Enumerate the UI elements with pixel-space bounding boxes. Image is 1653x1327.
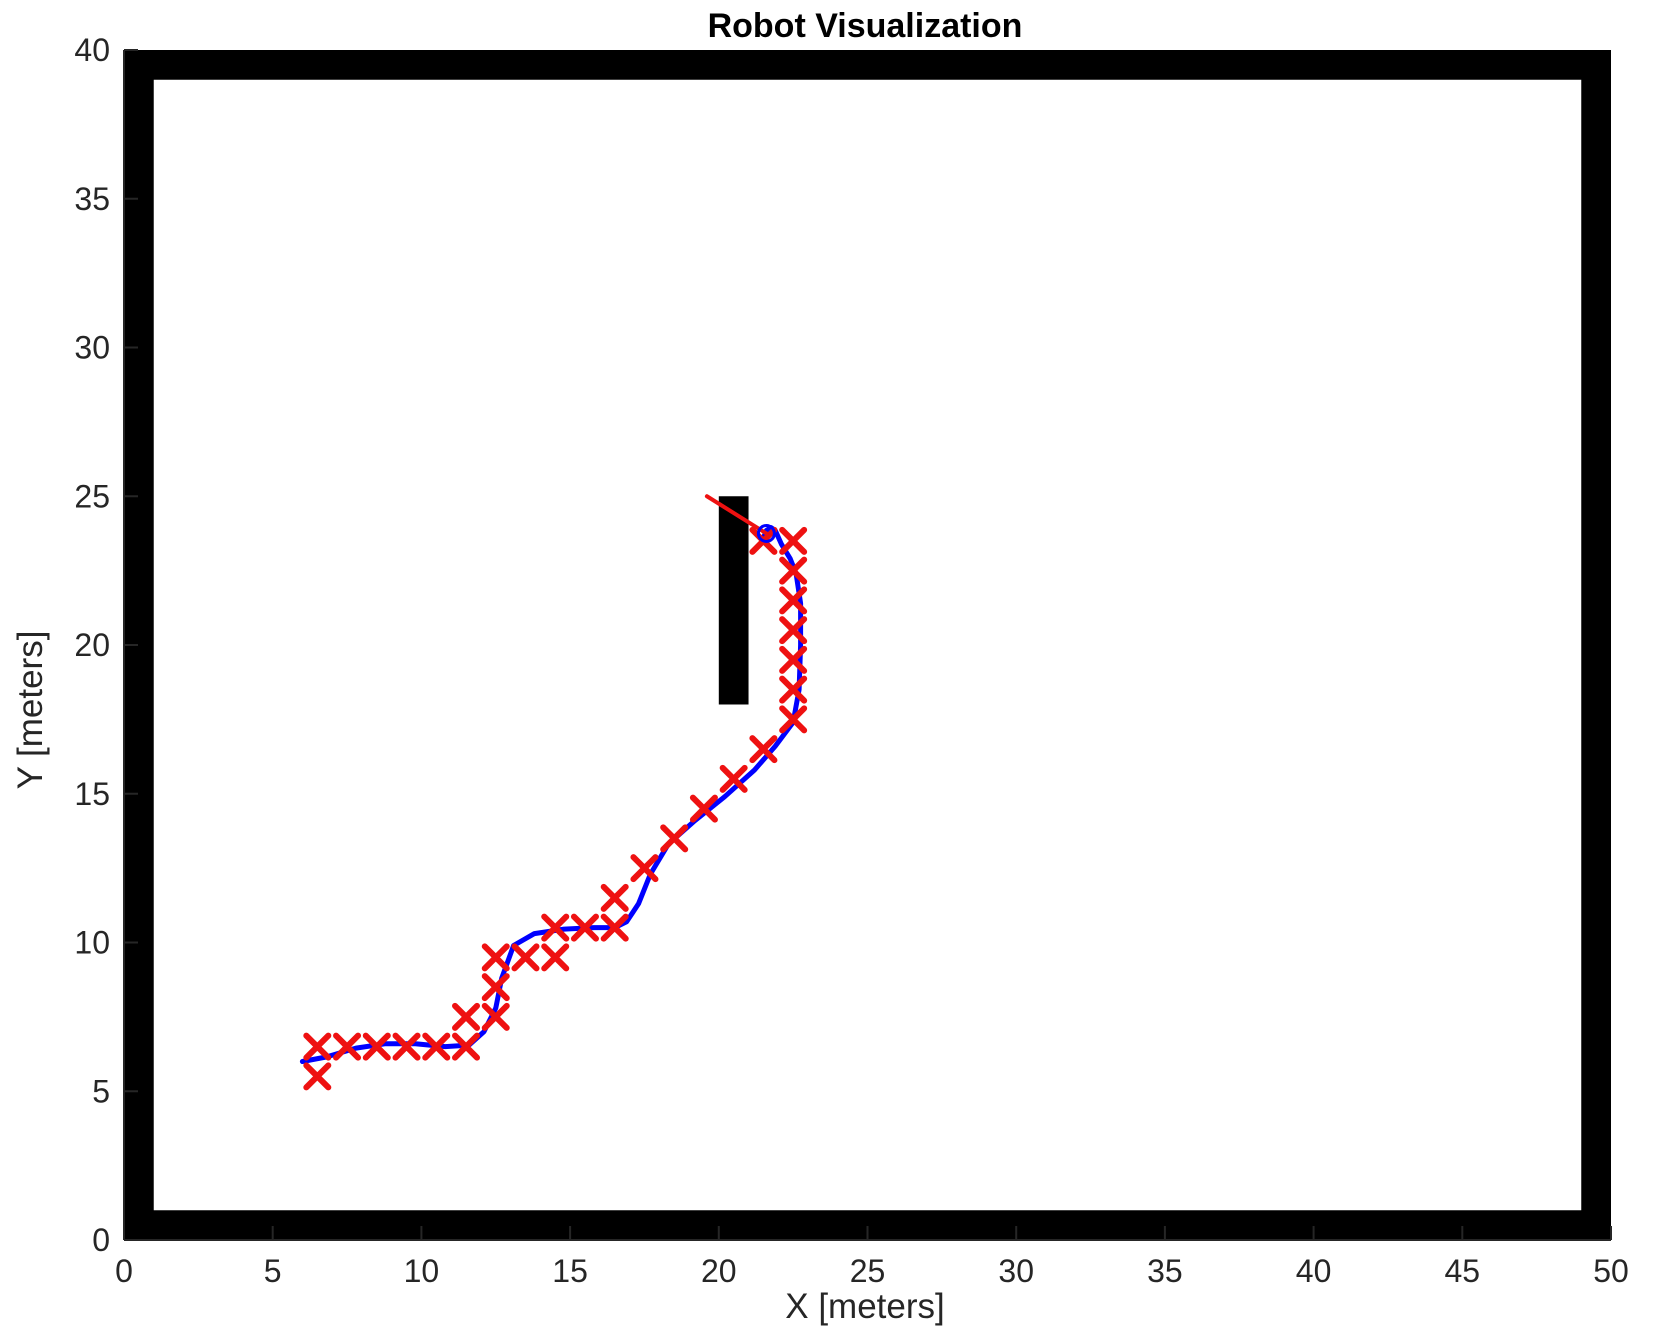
waypoint-marker bbox=[719, 764, 748, 793]
x-tick-label: 10 bbox=[404, 1253, 440, 1289]
marker-stroke bbox=[660, 824, 689, 853]
waypoint-marker bbox=[422, 1032, 451, 1061]
chart-title: Robot Visualization bbox=[708, 7, 1023, 45]
waypoint-marker bbox=[333, 1032, 362, 1061]
markers-layer bbox=[303, 526, 808, 1091]
waypoint-marker bbox=[779, 616, 808, 645]
waypoint-marker bbox=[779, 645, 808, 674]
marker-stroke bbox=[779, 705, 808, 734]
waypoint-marker bbox=[481, 1002, 510, 1031]
marker-stroke bbox=[779, 586, 808, 615]
walls-layer bbox=[124, 50, 1611, 1240]
robot-layer bbox=[704, 494, 776, 543]
marker-stroke bbox=[452, 1032, 481, 1061]
marker-stroke bbox=[689, 794, 718, 823]
marker-stroke bbox=[303, 1062, 332, 1091]
marker-stroke bbox=[422, 1032, 451, 1061]
marker-stroke bbox=[333, 1032, 362, 1061]
y-tick-label: 0 bbox=[92, 1222, 110, 1258]
marker-stroke bbox=[541, 913, 570, 942]
waypoint-marker bbox=[779, 586, 808, 615]
marker-stroke bbox=[541, 943, 570, 972]
x-tick-label: 5 bbox=[264, 1253, 282, 1289]
waypoint-marker bbox=[630, 854, 659, 883]
y-axis-label: Y [meters] bbox=[11, 631, 50, 790]
waypoint-marker bbox=[749, 735, 778, 764]
waypoint-marker bbox=[452, 1002, 481, 1031]
marker-stroke bbox=[600, 883, 629, 912]
waypoint-marker bbox=[600, 883, 629, 912]
path-layer bbox=[299, 525, 804, 1064]
y-tick-label: 40 bbox=[74, 32, 110, 68]
waypoint-marker bbox=[570, 913, 599, 942]
marker-stroke bbox=[452, 1002, 481, 1031]
marker-stroke bbox=[630, 854, 659, 883]
waypoint-marker bbox=[779, 526, 808, 555]
waypoint-marker bbox=[303, 1062, 332, 1091]
waypoint-marker bbox=[779, 705, 808, 734]
y-tick-label: 25 bbox=[74, 478, 110, 514]
waypoint-marker bbox=[660, 824, 689, 853]
waypoint-marker bbox=[362, 1032, 391, 1061]
waypoint-marker bbox=[511, 943, 540, 972]
y-tick-label: 15 bbox=[74, 776, 110, 812]
x-tick-label: 40 bbox=[1296, 1253, 1332, 1289]
waypoint-marker bbox=[600, 913, 629, 942]
x-tick-label: 45 bbox=[1445, 1253, 1481, 1289]
x-axis-label: X [meters] bbox=[785, 1287, 944, 1326]
marker-stroke bbox=[779, 675, 808, 704]
wall-top bbox=[124, 50, 1611, 80]
wall-right bbox=[1581, 50, 1611, 1240]
waypoint-marker bbox=[689, 794, 718, 823]
waypoint-marker bbox=[452, 1032, 481, 1061]
marker-stroke bbox=[481, 973, 510, 1002]
marker-stroke bbox=[600, 913, 629, 942]
x-tick-label: 35 bbox=[1147, 1253, 1183, 1289]
waypoint-marker bbox=[392, 1032, 421, 1061]
waypoint-marker bbox=[541, 943, 570, 972]
x-tick-label: 20 bbox=[701, 1253, 737, 1289]
waypoint-marker bbox=[481, 943, 510, 972]
robot-marker bbox=[756, 523, 776, 543]
x-tick-label: 50 bbox=[1593, 1253, 1629, 1289]
axes-layer bbox=[123, 49, 1612, 1241]
waypoint-marker bbox=[779, 675, 808, 704]
x-tick-label: 25 bbox=[850, 1253, 886, 1289]
marker-stroke bbox=[570, 913, 599, 942]
y-tick-label: 35 bbox=[74, 181, 110, 217]
waypoint-marker bbox=[303, 1032, 332, 1061]
marker-stroke bbox=[392, 1032, 421, 1061]
waypoint-marker bbox=[481, 973, 510, 1002]
path-line bbox=[299, 525, 804, 1064]
x-tick-label: 30 bbox=[998, 1253, 1034, 1289]
y-tick-labels: 0 5 10 15 20 25 30 35 40 bbox=[74, 32, 110, 1258]
x-tick-label: 15 bbox=[552, 1253, 588, 1289]
marker-stroke bbox=[362, 1032, 391, 1061]
y-tick-label: 5 bbox=[92, 1073, 110, 1109]
x-tick-label: 0 bbox=[115, 1253, 133, 1289]
y-tick-label: 30 bbox=[74, 330, 110, 366]
y-tick-label: 20 bbox=[74, 627, 110, 663]
marker-stroke bbox=[779, 526, 808, 555]
marker-stroke bbox=[481, 1002, 510, 1031]
marker-stroke bbox=[779, 645, 808, 674]
marker-stroke bbox=[749, 735, 778, 764]
marker-stroke bbox=[303, 1032, 332, 1061]
waypoint-marker bbox=[779, 556, 808, 585]
x-tick-labels: 0 5 10 15 20 25 30 35 40 45 50 bbox=[115, 1253, 1629, 1289]
marker-stroke bbox=[719, 764, 748, 793]
marker-stroke bbox=[779, 616, 808, 645]
robot-heading-line bbox=[704, 494, 769, 536]
marker-stroke bbox=[511, 943, 540, 972]
marker-stroke bbox=[481, 943, 510, 972]
obstacle bbox=[718, 496, 749, 705]
marker-stroke bbox=[779, 556, 808, 585]
waypoint-marker bbox=[541, 913, 570, 942]
y-tick-label: 10 bbox=[74, 925, 110, 961]
